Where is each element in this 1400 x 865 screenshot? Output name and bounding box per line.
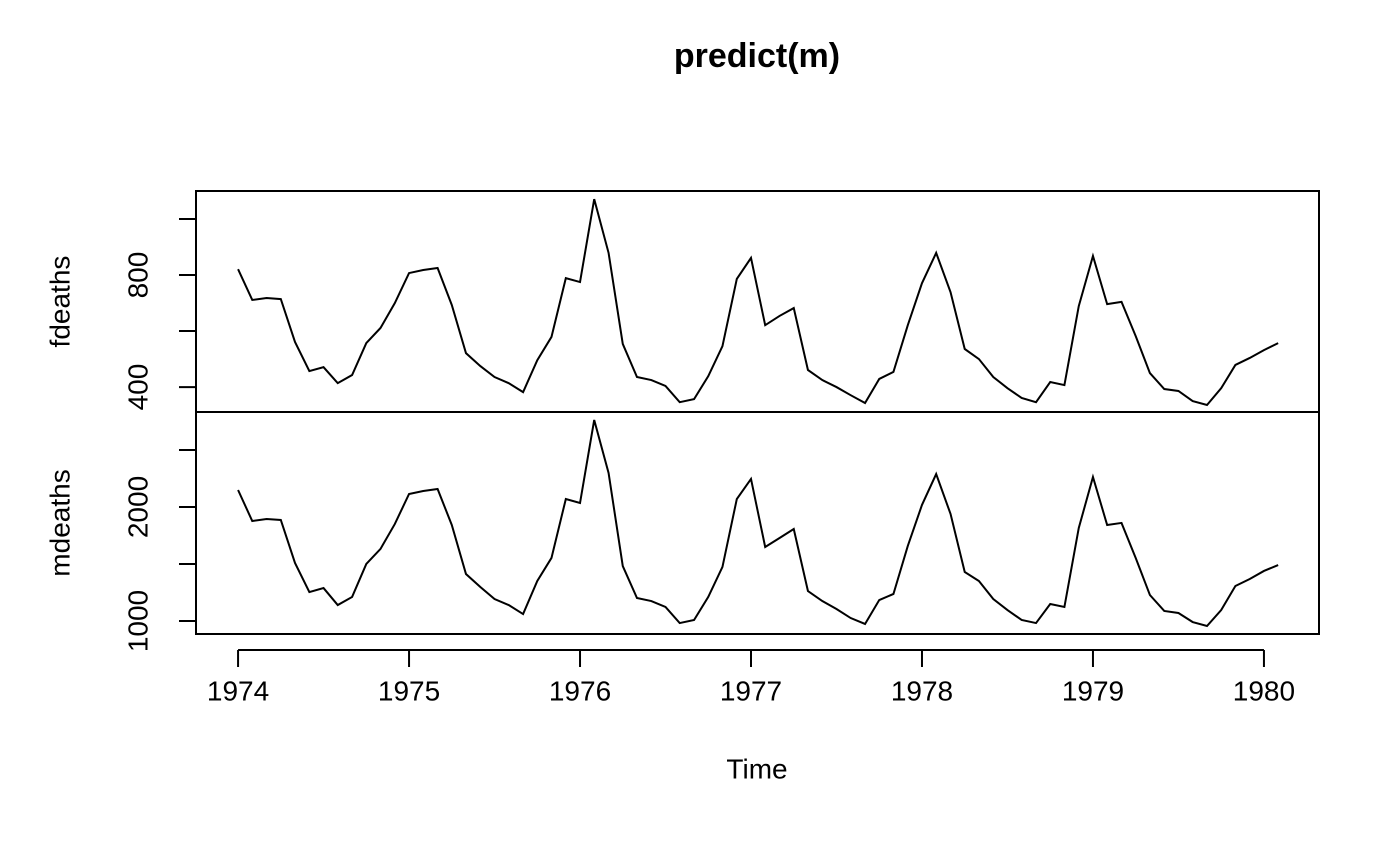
y-tick-label: 800 bbox=[122, 252, 153, 299]
y-axis-label: fdeaths bbox=[44, 256, 75, 348]
x-tick-label: 1975 bbox=[378, 675, 440, 706]
data-line bbox=[237, 198, 1279, 407]
y-tick-label: 1000 bbox=[122, 590, 153, 652]
y-tick-label: 400 bbox=[122, 364, 153, 411]
x-axis-label: Time bbox=[726, 753, 787, 784]
x-tick-label: 1976 bbox=[549, 675, 611, 706]
y-axis-label: mdeaths bbox=[44, 469, 75, 576]
x-tick-label: 1974 bbox=[207, 675, 269, 706]
data-line bbox=[237, 419, 1279, 628]
x-tick-label: 1980 bbox=[1233, 675, 1295, 706]
y-tick-label: 2000 bbox=[122, 476, 153, 538]
panel-frame bbox=[195, 190, 1320, 413]
x-tick-label: 1977 bbox=[720, 675, 782, 706]
x-tick-label: 1979 bbox=[1062, 675, 1124, 706]
panel-frame bbox=[195, 411, 1320, 635]
x-tick-label: 1978 bbox=[891, 675, 953, 706]
chart-title: predict(m) bbox=[674, 37, 840, 75]
